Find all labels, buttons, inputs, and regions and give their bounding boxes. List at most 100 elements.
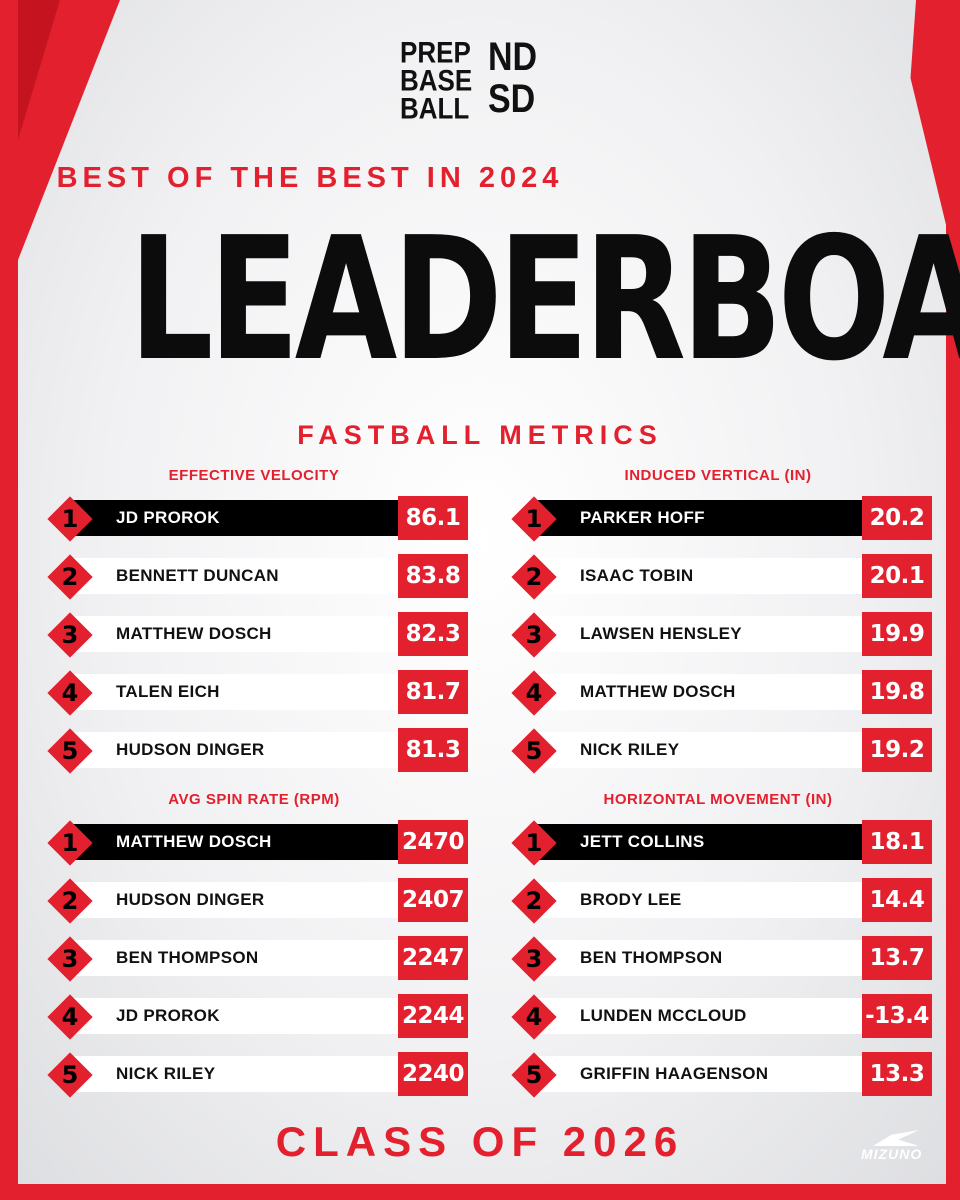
metric-value: 19.9 xyxy=(862,612,932,656)
player-name: NICK RILEY xyxy=(116,1064,216,1083)
logo-wordmark: PREP BASE BALL xyxy=(400,34,472,124)
row-bar xyxy=(72,882,432,918)
rank-number: 2 xyxy=(525,887,543,915)
leaderboard-row: HUDSON DINGER 2 2407 xyxy=(44,872,468,930)
rank-number: 5 xyxy=(525,737,543,765)
metric-value: 19.8 xyxy=(862,670,932,714)
row-bar xyxy=(536,824,896,860)
leaderboard-row: HUDSON DINGER 5 81.3 xyxy=(44,722,468,780)
player-name: HUDSON DINGER xyxy=(116,890,265,909)
player-name: TALEN EICH xyxy=(116,682,220,701)
rank-badge: 3 xyxy=(511,612,557,658)
rank-badge: 2 xyxy=(47,554,93,600)
leaderboard-row: BEN THOMPSON 3 2247 xyxy=(44,930,468,988)
player-name: GRIFFIN HAAGENSON xyxy=(580,1064,769,1083)
rank-number: 1 xyxy=(61,505,79,533)
row-bar xyxy=(536,674,896,710)
red-frame-right xyxy=(946,0,960,1200)
section-title: HORIZONTAL MOVEMENT (IN) xyxy=(603,791,833,808)
rank-number: 3 xyxy=(61,945,79,973)
row-bar xyxy=(72,998,432,1034)
metric-value: 14.4 xyxy=(862,878,932,922)
rank-badge: 4 xyxy=(47,994,93,1040)
rank-badge: 2 xyxy=(511,878,557,924)
row-bar xyxy=(72,940,432,976)
logo-line-1: PREP xyxy=(400,34,471,70)
rank-number: 5 xyxy=(61,1061,79,1089)
leaderboard-row: MATTHEW DOSCH 1 2470 xyxy=(44,814,468,872)
player-name: BEN THOMPSON xyxy=(116,948,259,967)
red-frame-left xyxy=(0,0,18,1200)
rank-number: 2 xyxy=(61,563,79,591)
leaderboard-section: EFFECTIVE VELOCITY JD PROROK 1 86.1 BENNETT … xyxy=(44,462,468,780)
rank-badge: 1 xyxy=(47,820,93,866)
rank-number: 3 xyxy=(525,945,543,973)
section-title: INDUCED VERTICAL (IN) xyxy=(624,467,812,484)
metric-value: 83.8 xyxy=(398,554,468,598)
player-name: MATTHEW DOSCH xyxy=(580,682,736,701)
player-name: MATTHEW DOSCH xyxy=(116,832,272,851)
leaderboard-row: NICK RILEY 5 19.2 xyxy=(508,722,932,780)
leaderboard-row: LAWSEN HENSLEY 3 19.9 xyxy=(508,606,932,664)
rank-number: 3 xyxy=(525,621,543,649)
leaderboard-row: JD PROROK 1 86.1 xyxy=(44,490,468,548)
rank-badge: 4 xyxy=(511,994,557,1040)
player-name: HUDSON DINGER xyxy=(116,740,265,759)
leaderboard-row: JD PROROK 4 2244 xyxy=(44,988,468,1046)
row-bar xyxy=(72,824,432,860)
row-bar xyxy=(72,674,432,710)
rank-badge: 3 xyxy=(511,936,557,982)
prep-baseball-logo: PREP BASE BALL ND SD xyxy=(400,36,560,128)
player-name: JETT COLLINS xyxy=(580,832,705,851)
metric-value: 13.3 xyxy=(862,1052,932,1096)
leaderboard-row: ISAAC TOBIN 2 20.1 xyxy=(508,548,932,606)
metric-value: 82.3 xyxy=(398,612,468,656)
metric-value: 2247 xyxy=(398,936,468,980)
player-name: JD PROROK xyxy=(116,508,220,527)
leaderboard-section: HORIZONTAL MOVEMENT (IN) JETT COLLINS 1 18.… xyxy=(508,786,932,1104)
rank-badge: 1 xyxy=(47,496,93,542)
leaderboard-section: AVG SPIN RATE (RPM) MATTHEW DOSCH 1 2470 HUD… xyxy=(44,786,468,1104)
metric-value: 2240 xyxy=(398,1052,468,1096)
rank-number: 4 xyxy=(61,1003,79,1031)
rank-badge: 5 xyxy=(511,1052,557,1098)
leaderboard-row: GRIFFIN HAAGENSON 5 13.3 xyxy=(508,1046,932,1104)
leaderboard-row: BRODY LEE 2 14.4 xyxy=(508,872,932,930)
leaderboard-row: BENNETT DUNCAN 2 83.8 xyxy=(44,548,468,606)
leaderboard-row: LUNDEN MCCLOUD 4 -13.4 xyxy=(508,988,932,1046)
player-name: NICK RILEY xyxy=(580,740,680,759)
rank-badge: 4 xyxy=(47,670,93,716)
player-name: LAWSEN HENSLEY xyxy=(580,624,742,643)
logo-badge: ND SD xyxy=(488,36,537,120)
row-bar xyxy=(72,1056,432,1092)
rank-badge: 1 xyxy=(511,820,557,866)
row-bar xyxy=(536,1056,896,1092)
rank-number: 1 xyxy=(525,505,543,533)
logo-badge-bottom: SD xyxy=(488,77,536,121)
row-bar xyxy=(536,616,896,652)
row-bar xyxy=(536,500,896,536)
section-title: EFFECTIVE VELOCITY xyxy=(168,467,340,484)
metric-value: 2470 xyxy=(398,820,468,864)
player-name: ISAAC TOBIN xyxy=(580,566,694,585)
rank-badge: 3 xyxy=(47,936,93,982)
player-name: BENNETT DUNCAN xyxy=(116,566,279,585)
red-frame-bottom xyxy=(0,1184,960,1200)
row-bar xyxy=(536,940,896,976)
rank-number: 4 xyxy=(525,679,543,707)
rank-number: 1 xyxy=(61,829,79,857)
kicker-heading: BEST OF THE BEST IN 2024 xyxy=(56,162,564,194)
metric-value: 20.1 xyxy=(862,554,932,598)
rank-badge: 3 xyxy=(47,612,93,658)
row-bar xyxy=(536,558,896,594)
player-name: BRODY LEE xyxy=(580,890,682,909)
metric-value: 86.1 xyxy=(398,496,468,540)
leaderboard-row: PARKER HOFF 1 20.2 xyxy=(508,490,932,548)
leaderboard-section: INDUCED VERTICAL (IN) PARKER HOFF 1 20.2 ISA… xyxy=(508,462,932,780)
rank-badge: 4 xyxy=(511,670,557,716)
rank-badge: 5 xyxy=(47,1052,93,1098)
mizuno-runbird-icon xyxy=(873,1130,919,1146)
row-bar xyxy=(536,732,896,768)
leaderboard-row: MATTHEW DOSCH 4 19.8 xyxy=(508,664,932,722)
rank-number: 4 xyxy=(525,1003,543,1031)
